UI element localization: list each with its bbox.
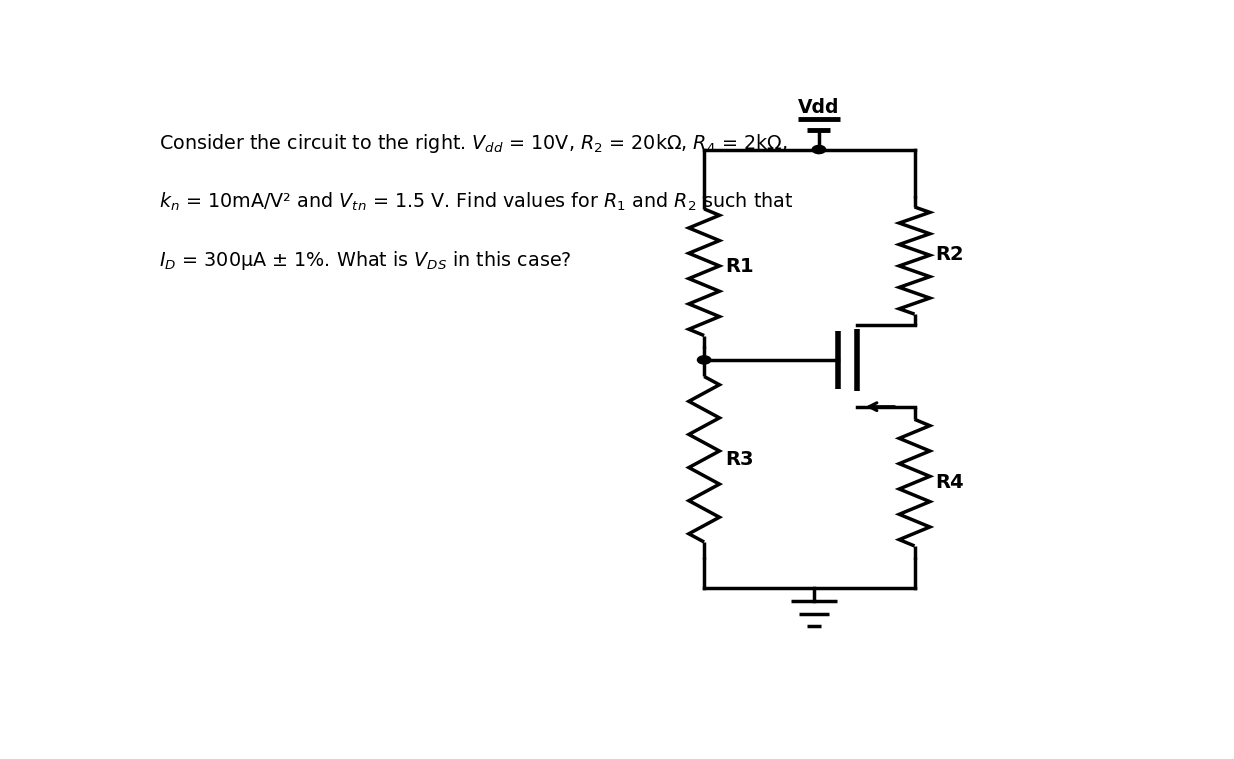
Text: R2: R2: [935, 245, 964, 264]
Text: Consider the circuit to the right. $V_{dd}$ = 10V, $R_2$ = 20kΩ, $R_4$ = 2kΩ,: Consider the circuit to the right. $V_{d…: [159, 132, 787, 155]
Text: R4: R4: [935, 473, 964, 492]
Circle shape: [812, 146, 826, 153]
Text: R1: R1: [726, 257, 754, 276]
Text: R3: R3: [726, 450, 754, 469]
Text: $I_D$ = 300μA ± 1%. What is $V_{DS}$ in this case?: $I_D$ = 300μA ± 1%. What is $V_{DS}$ in …: [159, 249, 571, 272]
Text: $k_n$ = 10mA/V² and $V_{tn}$ = 1.5 V. Find values for $R_1$ and $R_2$ such that: $k_n$ = 10mA/V² and $V_{tn}$ = 1.5 V. Fi…: [159, 191, 793, 213]
Text: Vdd: Vdd: [798, 99, 839, 118]
Circle shape: [697, 356, 711, 364]
